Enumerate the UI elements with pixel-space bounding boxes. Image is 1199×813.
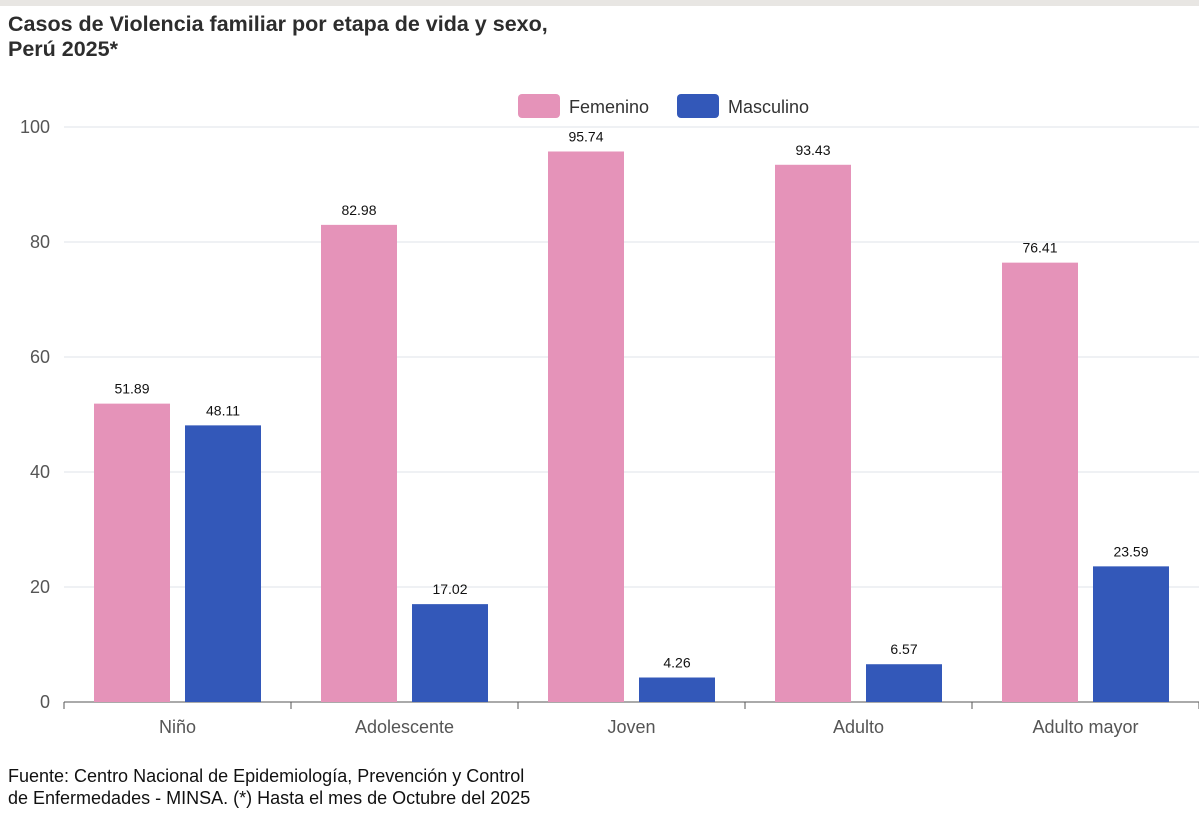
- data-label: 95.74: [568, 128, 603, 144]
- y-tick-label: 20: [30, 577, 50, 597]
- bar-masculino: [412, 604, 488, 702]
- y-tick-label: 80: [30, 232, 50, 252]
- y-tick-label: 100: [20, 117, 50, 137]
- chart-title-line-1: Casos de Violencia familiar por etapa de…: [8, 12, 548, 36]
- source-line-1: Fuente: Centro Nacional de Epidemiología…: [8, 766, 525, 786]
- data-label: 23.59: [1113, 543, 1148, 559]
- x-tick-label: Niño: [159, 717, 196, 737]
- data-label: 82.98: [341, 202, 376, 218]
- legend-swatch-masculino: [677, 94, 719, 118]
- y-tick-label: 40: [30, 462, 50, 482]
- legend-label-masculino: Masculino: [728, 97, 809, 117]
- x-tick-label: Joven: [607, 717, 655, 737]
- source-note: Fuente: Centro Nacional de Epidemiología…: [8, 765, 530, 809]
- chart-title-line-2: Perú 2025*: [8, 37, 118, 61]
- data-label: 51.89: [114, 381, 149, 397]
- y-tick-label: 0: [40, 692, 50, 712]
- source-line-2: de Enfermedades - MINSA. (*) Hasta el me…: [8, 788, 531, 808]
- data-label: 6.57: [890, 641, 917, 657]
- bar-femenino: [1002, 262, 1078, 702]
- y-tick-label: 60: [30, 347, 50, 367]
- bar-masculino: [866, 664, 942, 702]
- bar-femenino: [775, 164, 851, 703]
- legend-label-femenino: Femenino: [569, 97, 649, 117]
- data-label: 93.43: [795, 142, 830, 158]
- bar-femenino: [548, 151, 624, 702]
- legend-swatch-femenino: [518, 94, 560, 118]
- data-label: 4.26: [663, 655, 690, 671]
- chart-title: Casos de Violencia familiar por etapa de…: [8, 12, 548, 62]
- x-tick-label: Adulto: [833, 717, 884, 737]
- top-bar: [0, 0, 1199, 6]
- bar-masculino: [639, 677, 715, 702]
- bar-femenino: [321, 224, 397, 703]
- x-tick-label: Adolescente: [355, 717, 454, 737]
- data-label: 48.11: [206, 402, 240, 418]
- bar-masculino: [185, 425, 261, 702]
- bar-masculino: [1093, 566, 1169, 702]
- data-label: 76.41: [1022, 240, 1057, 256]
- bar-femenino: [94, 403, 170, 702]
- x-tick-label: Adulto mayor: [1032, 717, 1138, 737]
- data-label: 17.02: [432, 581, 467, 597]
